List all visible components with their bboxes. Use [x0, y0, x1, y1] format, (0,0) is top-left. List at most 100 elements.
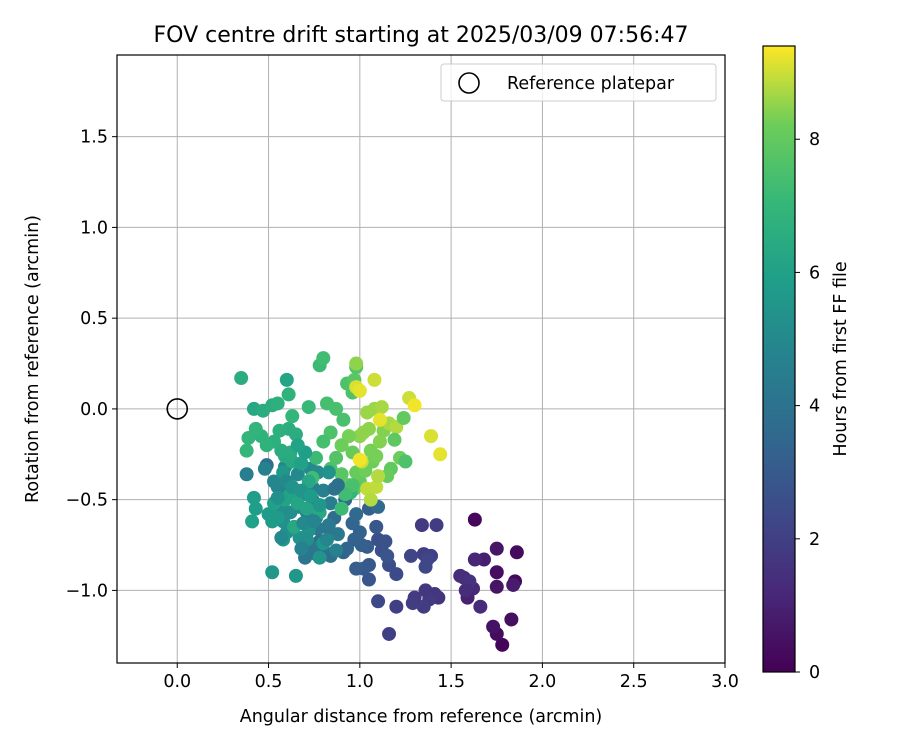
data-point	[467, 512, 482, 527]
data-point	[424, 429, 439, 444]
data-point	[336, 412, 351, 427]
data-point	[261, 507, 276, 522]
data-point	[374, 400, 389, 415]
x-tick-label: 0.0	[163, 672, 191, 692]
colorbar-gradient	[762, 45, 796, 673]
data-point	[495, 637, 510, 652]
data-point	[367, 372, 382, 387]
data-point	[352, 383, 367, 398]
data-point	[316, 434, 331, 449]
colorbar-tick-label: 2	[809, 530, 820, 550]
data-point	[405, 596, 420, 611]
data-point	[239, 443, 254, 458]
data-point	[329, 401, 344, 416]
legend-label-reference-platepar: Reference platepar	[507, 74, 675, 94]
x-axis-label: Angular distance from reference (arcmin)	[240, 707, 603, 727]
data-point	[489, 565, 504, 580]
data-point	[489, 541, 504, 556]
data-point	[239, 467, 254, 482]
data-point	[267, 474, 282, 489]
data-point	[467, 552, 482, 567]
x-tick-label: 0.5	[255, 672, 283, 692]
data-point	[416, 599, 431, 614]
x-axis: 0.0 0.5 1.0 1.5 2.0 2.5 3.0	[163, 663, 739, 692]
data-point	[312, 498, 327, 513]
data-point	[330, 527, 345, 542]
data-point	[307, 514, 322, 529]
colorbar: 0 2 4 6 8 Hours from first FF file	[762, 45, 851, 683]
data-point	[349, 561, 364, 576]
colorbar-tick-label: 0	[809, 663, 820, 683]
data-point	[279, 372, 294, 387]
data-point	[246, 490, 261, 505]
data-point	[265, 565, 280, 580]
data-point	[504, 612, 519, 627]
data-point	[378, 534, 393, 549]
data-point	[387, 432, 402, 447]
data-point	[316, 351, 331, 366]
legend: Reference platepar	[440, 63, 717, 102]
data-point	[270, 396, 285, 411]
data-point	[294, 541, 309, 556]
colorbar-label: Hours from first FF file	[831, 261, 851, 456]
data-point	[486, 619, 501, 634]
data-point	[329, 450, 344, 465]
colorbar-tick-label: 8	[809, 130, 820, 150]
data-point	[316, 483, 331, 498]
data-point	[234, 371, 249, 386]
y-tick-label: −0.5	[66, 491, 109, 511]
data-point	[272, 423, 287, 438]
data-point	[414, 518, 429, 533]
data-point	[299, 501, 314, 516]
y-tick-label: 0.0	[80, 400, 108, 420]
data-point	[323, 496, 338, 511]
data-point	[330, 478, 345, 493]
data-point	[241, 430, 256, 445]
x-tick-label: 2.5	[620, 672, 648, 692]
data-point	[274, 530, 289, 545]
y-axis-label: Rotation from reference (arcmin)	[23, 215, 43, 503]
y-axis: −1.0 −0.5 0.0 0.5 1.0 1.5	[66, 128, 117, 601]
x-tick-label: 1.5	[437, 672, 465, 692]
x-tick-label: 3.0	[711, 672, 739, 692]
data-point	[403, 548, 418, 563]
data-point	[389, 599, 404, 614]
colorbar-tick-label: 4	[809, 397, 820, 417]
data-point	[285, 409, 300, 424]
data-point	[396, 410, 411, 425]
data-point	[349, 356, 364, 371]
data-point	[245, 514, 260, 529]
data-point	[372, 434, 387, 449]
data-point	[372, 412, 387, 427]
data-point	[301, 400, 316, 415]
data-point	[303, 489, 318, 504]
data-point	[321, 465, 336, 480]
y-tick-label: 1.0	[80, 218, 108, 238]
data-point	[360, 481, 375, 496]
data-point	[288, 568, 303, 583]
data-point	[361, 572, 376, 587]
colorbar-tick-label: 6	[809, 263, 820, 283]
data-point	[363, 443, 378, 458]
data-point	[296, 516, 311, 531]
data-points	[234, 351, 524, 652]
data-point	[489, 579, 504, 594]
y-tick-label: 0.5	[80, 309, 108, 329]
data-point	[473, 599, 488, 614]
data-point	[321, 518, 336, 533]
data-point	[334, 438, 349, 453]
data-point	[509, 545, 524, 560]
data-point	[371, 469, 386, 484]
data-point	[429, 518, 444, 533]
data-point	[433, 447, 448, 462]
data-point	[281, 387, 296, 402]
data-point	[418, 559, 433, 574]
data-point	[334, 467, 349, 482]
data-point	[380, 548, 395, 563]
data-point	[319, 532, 334, 547]
data-point	[382, 626, 397, 641]
data-point	[407, 398, 422, 413]
data-point	[270, 490, 285, 505]
colorbar-ticks: 0 2 4 6 8	[795, 130, 820, 683]
